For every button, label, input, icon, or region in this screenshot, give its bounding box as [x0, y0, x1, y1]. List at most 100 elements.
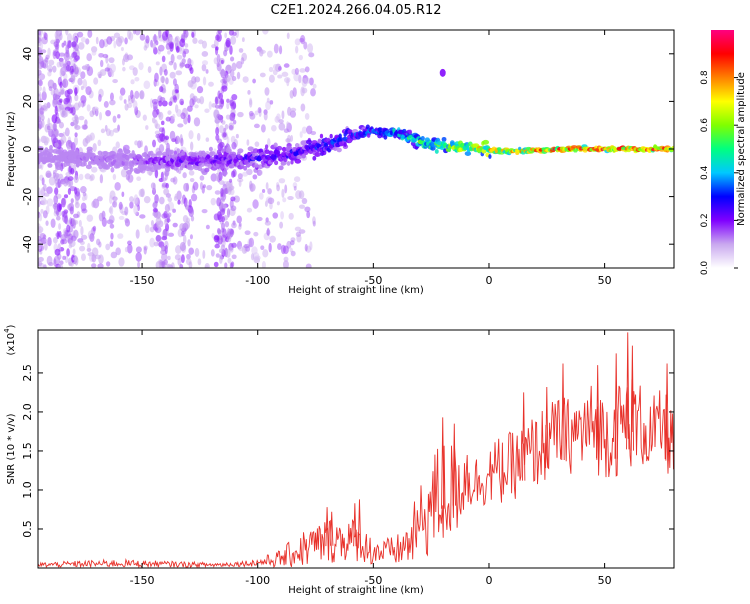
heatmap-noise-cell — [194, 247, 200, 257]
heatmap-noise-cell — [91, 166, 98, 173]
heatmap-noise-cell — [214, 243, 220, 249]
heatmap-noise-cell — [80, 186, 87, 194]
snr-peak — [630, 345, 635, 451]
heatmap-noise-cell — [113, 32, 121, 39]
colorbar-tick-label: 0.2 — [700, 213, 710, 227]
heatmap-cell — [447, 147, 452, 153]
heatmap-noise-cell — [73, 136, 78, 146]
heatmap-noise-cell — [82, 99, 86, 107]
heatmap-noise-cell — [40, 208, 44, 214]
heatmap-noise-cell — [38, 256, 44, 262]
heatmap-noise-cell — [229, 45, 233, 55]
heatmap-noise-cell — [201, 209, 208, 214]
heatmap-noise-cell — [229, 228, 234, 238]
heatmap-cell — [225, 148, 232, 154]
heatmap-noise-cell — [268, 74, 275, 83]
heatmap-noise-cell — [215, 46, 219, 51]
heatmap-noise-cell — [91, 50, 97, 56]
heatmap-noise-cell — [45, 170, 52, 178]
heatmap-noise-cell — [301, 197, 308, 205]
heatmap-noise-cell — [228, 187, 232, 192]
heatmap-noise-cell — [175, 45, 180, 53]
heatmap-noise-cell — [167, 110, 172, 115]
heatmap-noise-cell — [74, 87, 78, 96]
heatmap-noise-cell — [59, 98, 63, 103]
heatmap-noise-cell — [161, 100, 168, 107]
heatmap-cell — [434, 149, 439, 154]
heatmap-noise-cell — [230, 196, 236, 202]
heatmap-noise-cell — [74, 94, 79, 102]
heatmap-noise-cell — [216, 54, 221, 64]
heatmap-noise-cell — [186, 253, 191, 260]
heatmap-noise-cell — [81, 124, 88, 130]
heatmap-noise-cell — [157, 44, 165, 52]
heatmap-cell — [278, 165, 284, 171]
heatmap-noise-cell — [246, 139, 250, 146]
heatmap-noise-cell — [248, 237, 255, 248]
heatmap-noise-cell — [153, 241, 159, 247]
heatmap-noise-cell — [86, 134, 93, 142]
heatmap-noise-cell — [82, 195, 86, 202]
heatmap-noise-cell — [238, 222, 242, 227]
heatmap-noise-cell — [201, 40, 208, 49]
heatmap-noise-cell — [137, 261, 141, 268]
heatmap-noise-cell — [262, 30, 269, 35]
heatmap-noise-cell — [252, 78, 256, 84]
heatmap-noise-cell — [48, 59, 55, 66]
heatmap-noise-cell — [38, 196, 41, 201]
heatmap-noise-cell — [158, 30, 162, 39]
heatmap-cell — [290, 159, 294, 165]
heatmap-noise-cell — [78, 219, 82, 228]
heatmap-noise-cell — [300, 103, 306, 112]
heatmap-noise-cell — [196, 85, 204, 94]
heatmap-noise-cell — [294, 226, 302, 232]
heatmap-cell — [134, 169, 141, 174]
heatmap-noise-cell — [165, 116, 171, 122]
heatmap-noise-cell — [149, 237, 155, 248]
heatmap-noise-cell — [281, 71, 289, 77]
heatmap-noise-cell — [41, 91, 47, 101]
heatmap-noise-cell — [72, 256, 78, 261]
heatmap-noise-cell — [52, 237, 58, 244]
heatmap-noise-cell — [229, 246, 234, 253]
heatmap-cell — [300, 140, 306, 146]
heatmap-cell — [74, 149, 80, 155]
heatmap-noise-cell — [189, 141, 194, 151]
heatmap-noise-cell — [54, 142, 59, 148]
heatmap-noise-cell — [110, 251, 118, 259]
heatmap-noise-cell — [217, 228, 222, 235]
heatmap-noise-cell — [204, 265, 209, 268]
heatmap-noise-cell — [253, 231, 259, 237]
heatmap-cell — [208, 146, 213, 152]
heatmap-noise-cell — [98, 94, 102, 102]
heatmap-noise-cell — [238, 246, 245, 252]
heatmap-noise-cell — [277, 74, 283, 79]
heatmap-cell — [281, 146, 287, 152]
heatmap-noise-cell — [124, 206, 129, 216]
heatmap-noise-cell — [68, 141, 73, 148]
heatmap-noise-cell — [305, 263, 312, 268]
heatmap-noise-cell — [192, 37, 198, 44]
y-tick-label: -40 — [21, 235, 34, 253]
heatmap-noise-cell — [139, 91, 144, 99]
heatmap-noise-cell — [63, 179, 69, 187]
heatmap-noise-cell — [172, 113, 176, 120]
heatmap-noise-cell — [287, 106, 292, 116]
heatmap-cell — [129, 167, 134, 172]
heatmap-noise-cell — [47, 236, 52, 247]
heatmap-cell — [228, 163, 235, 169]
heatmap-cell — [518, 146, 522, 151]
heatmap-noise-cell — [294, 67, 299, 75]
heatmap-isolated-feature — [439, 68, 446, 77]
y-tick-label: -20 — [21, 188, 34, 206]
heatmap-cell — [137, 160, 145, 166]
heatmap-noise-cell — [124, 103, 129, 111]
heatmap-noise-cell — [66, 88, 73, 95]
chart-title: C2E1.2024.266.04.05.R12 — [270, 3, 441, 18]
heatmap-noise-cell — [127, 240, 132, 246]
heatmap-noise-cell — [72, 37, 77, 42]
heatmap-noise-cell — [193, 117, 201, 127]
heatmap-noise-cell — [133, 194, 139, 205]
heatmap-noise-cell — [220, 98, 224, 105]
